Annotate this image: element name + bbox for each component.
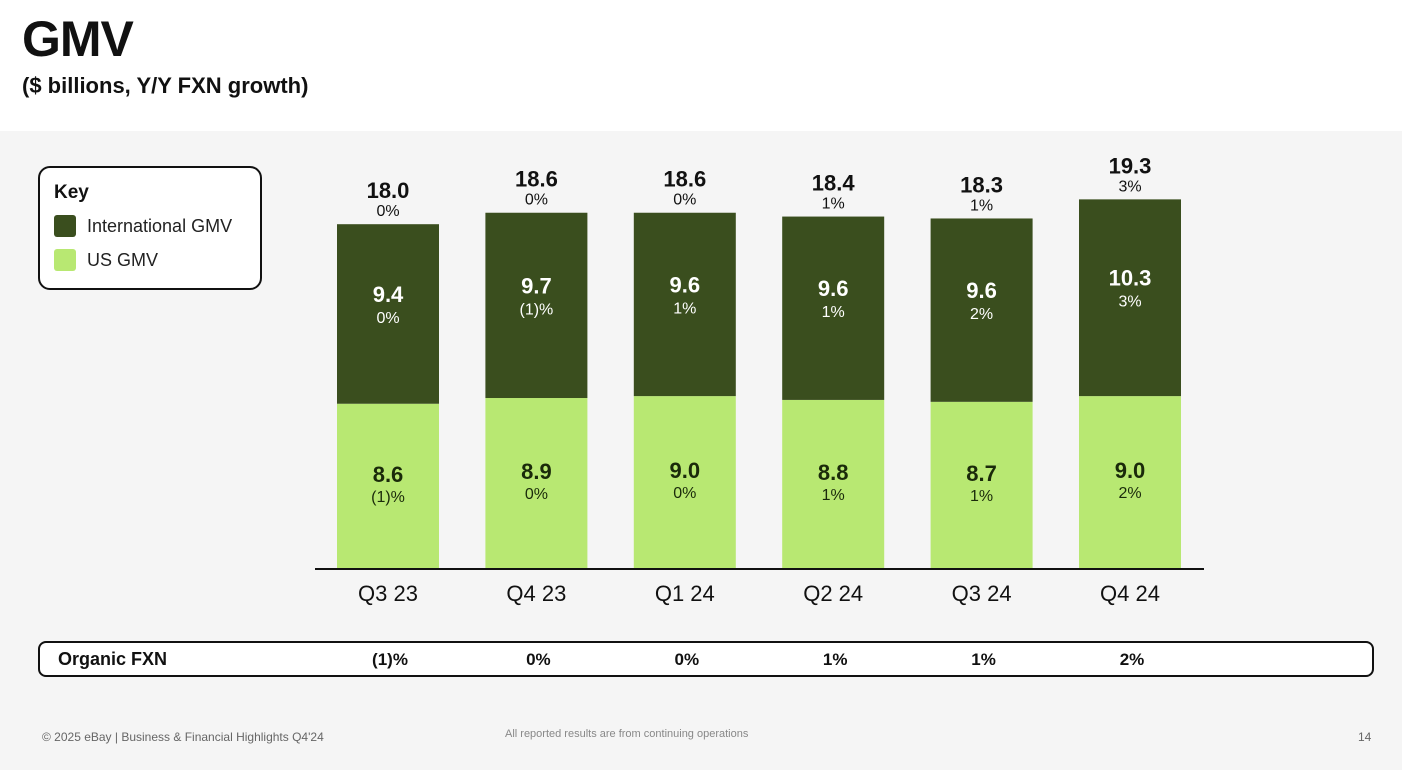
legend-swatch-international: [54, 215, 76, 237]
bar-label-total-growth: 3%: [1118, 178, 1141, 195]
bar-label-total-growth: 1%: [970, 197, 993, 214]
bar-international-gmv: [633, 212, 736, 397]
organic-fxn-value: 2%: [1119, 650, 1145, 669]
bar-label-total-growth: 0%: [673, 192, 696, 209]
bar-label-total: 18.6: [663, 167, 706, 192]
legend-label-international: International GMV: [87, 215, 233, 236]
bar-label-international-growth: 3%: [1118, 294, 1141, 311]
bar-label-international-value: 9.4: [373, 282, 404, 307]
bar-international-gmv: [337, 224, 439, 404]
bar-label-total: 18.4: [812, 171, 856, 196]
bar-us-gmv: [633, 396, 736, 568]
bar-us-gmv: [485, 398, 588, 568]
organic-fxn-value: 1%: [971, 650, 996, 669]
organic-fxn-value: 0%: [674, 650, 700, 669]
x-tick-label: Q4 23: [506, 581, 566, 606]
bar-international-gmv: [782, 216, 885, 400]
legend: Key International GMV US GMV: [38, 166, 262, 290]
bar-label-total-growth: 0%: [525, 192, 548, 209]
x-tick-label: Q4 24: [1100, 581, 1160, 606]
organic-fxn-value: 0%: [526, 650, 551, 669]
legend-item-international: International GMV: [54, 214, 232, 238]
bar-label-international-growth: 2%: [970, 306, 993, 323]
bar-label-us-value: 8.8: [818, 460, 849, 485]
organic-fxn-value: (1)%: [372, 650, 408, 669]
bar-label-us-growth: 0%: [525, 486, 548, 503]
organic-fxn-row: Organic FXN (1)% 0% 0% 1% 1% 2%: [38, 641, 1374, 677]
page-subtitle: ($ billions, Y/Y FXN growth): [22, 73, 309, 98]
bar-label-us-growth: 1%: [970, 488, 993, 505]
bar-label-international-value: 9.6: [818, 276, 849, 301]
legend-title: Key: [54, 182, 89, 203]
bar-us-gmv: [782, 399, 885, 568]
bar-label-international-value: 9.6: [670, 272, 701, 297]
bar-label-us-growth: 0%: [673, 485, 696, 502]
x-tick-label: Q3 23: [358, 581, 418, 606]
bar-international-gmv: [1079, 199, 1181, 397]
bar-label-international-growth: (1)%: [520, 301, 554, 318]
x-tick-label: Q2 24: [803, 581, 863, 606]
bar-international-gmv: [930, 218, 1033, 402]
footer-note: All reported results are from continuing…: [505, 728, 749, 740]
bar-label-total: 19.3: [1109, 153, 1152, 178]
bar-label-us-growth: (1)%: [371, 489, 405, 506]
legend-swatch-us: [54, 249, 76, 271]
bar-us-gmv: [1079, 396, 1181, 568]
bar-label-total-growth: 0%: [376, 203, 399, 220]
bar-label-total-growth: 1%: [822, 196, 845, 213]
bar-label-international-value: 9.7: [521, 273, 552, 298]
page-title: GMV: [22, 11, 134, 67]
bar-label-us-growth: 2%: [1118, 485, 1141, 502]
organic-fxn-label: Organic FXN: [58, 649, 168, 669]
bar-label-total: 18.0: [367, 178, 410, 203]
header: GMV ($ billions, Y/Y FXN growth): [0, 0, 1402, 131]
bar-international-gmv: [485, 212, 588, 399]
legend-item-us: US GMV: [54, 248, 158, 272]
bar-label-total: 18.6: [515, 167, 558, 192]
page-number: 14: [1358, 730, 1372, 744]
bar-label-international-value: 9.6: [966, 278, 997, 303]
bar-label-us-value: 8.6: [373, 462, 404, 487]
bar-us-gmv: [337, 403, 439, 568]
footer-copyright: © 2025 eBay | Business & Financial Highl…: [42, 730, 324, 744]
x-tick-label: Q3 24: [952, 581, 1012, 606]
bar-label-international-growth: 0%: [376, 310, 399, 327]
x-tick-label: Q1 24: [655, 581, 715, 606]
bar-label-us-value: 9.0: [1115, 458, 1146, 483]
bar-label-us-growth: 1%: [822, 487, 845, 504]
stacked-bar-chart: 8.6(1)%9.40%18.00%Q3 238.90%9.7(1)%18.60…: [315, 153, 1204, 606]
bar-label-international-growth: 1%: [673, 300, 696, 317]
bar-label-us-value: 8.9: [521, 459, 552, 484]
bar-us-gmv: [930, 401, 1033, 568]
legend-label-us: US GMV: [87, 249, 159, 270]
bar-label-international-growth: 1%: [822, 304, 845, 321]
bar-label-total: 18.3: [960, 172, 1003, 197]
bar-label-international-value: 10.3: [1109, 266, 1152, 291]
organic-fxn-value: 1%: [822, 650, 848, 669]
bar-label-us-value: 9.0: [670, 458, 701, 483]
bar-label-us-value: 8.7: [966, 461, 997, 486]
